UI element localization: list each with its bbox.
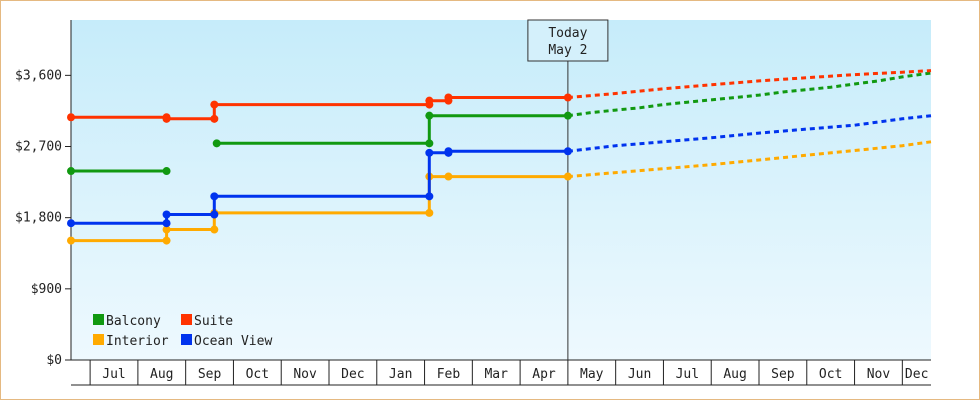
series-layer (67, 69, 932, 245)
x-tick-label: Jul (676, 367, 699, 382)
data-point-balcony (563, 111, 572, 120)
data-point-interior (162, 225, 171, 234)
y-tick-label: $2,700 (15, 140, 62, 155)
legend-swatch-suite (181, 314, 192, 325)
x-tick-label: May (580, 367, 604, 382)
forecast-line-balcony (567, 71, 932, 118)
y-tick-label: $900 (31, 282, 62, 297)
data-point-interior (425, 208, 434, 217)
data-point-ocean-view (425, 192, 434, 201)
series-line-balcony (216, 114, 568, 145)
data-point-ocean-view (425, 148, 434, 157)
x-tick-label: Jul (102, 367, 125, 382)
today-marker: Today May 2 (527, 19, 609, 360)
y-tick-label: $1,800 (15, 211, 62, 226)
y-tick-label: $3,600 (15, 68, 62, 83)
legend-label-interior: Interior (106, 334, 169, 349)
x-tick-label: Apr (532, 367, 556, 382)
data-point-ocean-view (162, 219, 171, 228)
x-tick-label: Aug (150, 367, 173, 382)
legend-label-suite: Suite (194, 314, 233, 329)
today-label-line2: May 2 (548, 43, 587, 58)
data-point-suite (210, 114, 219, 123)
data-point-ocean-view (67, 219, 75, 228)
data-point-suite (162, 114, 171, 123)
data-point-ocean-view (563, 147, 572, 156)
data-point-interior (67, 236, 75, 245)
x-tick-label: Nov (293, 367, 317, 382)
series-suite (67, 69, 932, 123)
legend-label-ocean-view: Ocean View (194, 334, 272, 349)
data-point-balcony (425, 139, 434, 148)
today-label-box (527, 19, 609, 62)
x-tick-label: Mar (484, 367, 508, 382)
x-tick-label: Oct (246, 367, 269, 382)
x-tick-label: Jun (628, 367, 651, 382)
x-tick-label: Sep (771, 367, 795, 382)
legend-label-balcony: Balcony (106, 314, 161, 329)
series-balcony (67, 71, 932, 176)
legend: Balcony Suite Interior Ocean View (93, 314, 272, 349)
data-point-suite (67, 113, 75, 122)
data-point-ocean-view (162, 210, 171, 219)
data-point-interior (444, 172, 453, 181)
data-point-interior (210, 225, 219, 234)
x-tick-label: Feb (437, 367, 461, 382)
data-point-balcony (425, 111, 434, 120)
data-point-suite (563, 93, 572, 102)
x-tick-label: Jan (389, 367, 412, 382)
legend-swatch-ocean-view (181, 334, 192, 345)
legend-swatch-interior (93, 334, 104, 345)
forecast-line-suite (567, 69, 932, 99)
data-point-suite (210, 100, 219, 109)
data-point-suite (425, 96, 434, 105)
data-point-ocean-view (444, 147, 453, 156)
data-point-ocean-view (210, 192, 219, 201)
x-axis: Jul Aug Sep Oct Nov Dec Jan Feb Mar Apr May Jun Jul A… (71, 359, 931, 386)
today-label-line1: Today (548, 26, 587, 41)
plot-area (71, 20, 931, 360)
x-tick-label: Nov (867, 367, 891, 382)
series-ocean-view (67, 114, 932, 228)
x-tick-label: Oct (819, 367, 842, 382)
x-tick-label: Dec (905, 367, 928, 382)
x-tick-label: Dec (341, 367, 364, 382)
data-point-suite (444, 93, 453, 102)
y-tick-label: $0 (46, 353, 62, 368)
y-axis: $0 $900 $1,800 $2,700 $3,600 (15, 20, 72, 368)
data-point-interior (162, 236, 171, 245)
x-tick-label: Aug (723, 367, 746, 382)
data-point-interior (563, 172, 572, 181)
data-point-balcony (162, 167, 171, 176)
x-tick-label: Sep (198, 367, 222, 382)
data-point-ocean-view (210, 210, 219, 219)
data-point-balcony (212, 139, 221, 148)
data-point-balcony (67, 167, 75, 176)
legend-swatch-balcony (93, 314, 104, 325)
forecast-line-interior (567, 140, 932, 179)
forecast-line-ocean-view (567, 114, 932, 153)
